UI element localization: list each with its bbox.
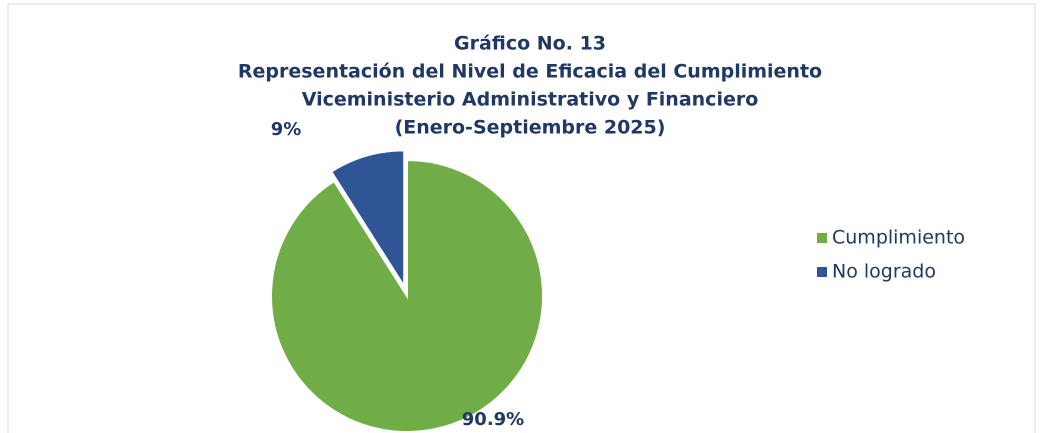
chart-subtitle: Viceministerio Administrativo y Financie…: [302, 89, 759, 111]
data-label: 9%: [271, 119, 302, 140]
legend-label: Cumplimiento: [832, 227, 965, 249]
chart-subtitle: Representación del Nivel de Eficacia del…: [238, 61, 822, 83]
legend-swatch: [817, 267, 827, 277]
legend-swatch: [817, 233, 827, 243]
legend-label: No logrado: [832, 261, 936, 283]
pie-slice: [329, 149, 406, 290]
chart-subtitle: (Enero-Septiembre 2025): [395, 117, 666, 139]
pie-slice: [270, 158, 544, 433]
data-label: 90.9%: [462, 409, 524, 430]
chart-title: Gráfico No. 13: [454, 33, 606, 55]
